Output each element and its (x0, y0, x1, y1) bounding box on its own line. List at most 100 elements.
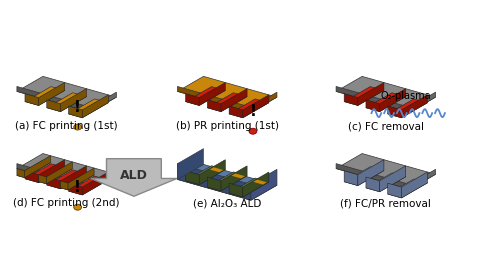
Polygon shape (243, 95, 269, 118)
Polygon shape (229, 178, 269, 197)
Polygon shape (186, 166, 226, 185)
Text: (b) PR printing (1st): (b) PR printing (1st) (176, 121, 279, 131)
Polygon shape (90, 169, 117, 189)
Polygon shape (388, 99, 428, 118)
Polygon shape (178, 76, 277, 112)
Polygon shape (402, 172, 427, 198)
Polygon shape (380, 166, 406, 192)
Text: (f) FC/PR removal: (f) FC/PR removal (340, 198, 432, 208)
Polygon shape (47, 177, 60, 189)
Polygon shape (68, 99, 108, 118)
Text: !: ! (74, 100, 81, 115)
Polygon shape (366, 173, 406, 192)
Polygon shape (178, 164, 251, 200)
Polygon shape (17, 154, 116, 189)
Polygon shape (38, 83, 64, 106)
Polygon shape (38, 175, 46, 184)
Polygon shape (24, 156, 50, 178)
Polygon shape (229, 99, 269, 118)
Polygon shape (229, 106, 243, 118)
Polygon shape (229, 183, 243, 197)
Polygon shape (388, 179, 428, 198)
Text: ALD: ALD (120, 169, 148, 182)
Polygon shape (47, 170, 86, 189)
Polygon shape (366, 93, 406, 112)
Polygon shape (186, 94, 200, 106)
Polygon shape (366, 177, 380, 192)
Polygon shape (17, 76, 116, 112)
Polygon shape (60, 173, 94, 190)
Polygon shape (90, 92, 117, 112)
Polygon shape (46, 162, 72, 184)
Polygon shape (388, 183, 402, 198)
Polygon shape (336, 86, 409, 112)
Polygon shape (47, 100, 60, 112)
Polygon shape (68, 168, 94, 190)
Polygon shape (344, 94, 358, 106)
Polygon shape (25, 94, 38, 106)
Polygon shape (232, 173, 245, 179)
Polygon shape (251, 169, 277, 200)
Polygon shape (200, 160, 226, 185)
Polygon shape (358, 83, 384, 106)
Polygon shape (210, 167, 223, 172)
Polygon shape (60, 89, 86, 112)
Polygon shape (60, 181, 68, 190)
Polygon shape (17, 164, 90, 189)
Polygon shape (200, 83, 226, 106)
Polygon shape (221, 166, 247, 191)
Text: !: ! (250, 104, 256, 119)
Polygon shape (336, 164, 409, 189)
Text: (d) FC printing (2nd): (d) FC printing (2nd) (14, 198, 120, 208)
Polygon shape (402, 95, 427, 118)
Text: (c) FC removal: (c) FC removal (348, 121, 424, 131)
Polygon shape (38, 160, 64, 183)
Text: O₂-plasma: O₂-plasma (381, 91, 432, 101)
Polygon shape (186, 171, 200, 185)
Polygon shape (178, 86, 251, 112)
Polygon shape (251, 92, 277, 112)
Polygon shape (254, 180, 267, 184)
Text: (e) Al₂O₃ ALD: (e) Al₂O₃ ALD (193, 198, 262, 208)
Polygon shape (380, 89, 406, 112)
Polygon shape (336, 76, 436, 112)
Polygon shape (82, 95, 108, 118)
Polygon shape (68, 176, 108, 195)
Polygon shape (344, 167, 384, 186)
Polygon shape (178, 149, 204, 180)
Polygon shape (47, 93, 86, 112)
Polygon shape (68, 183, 82, 195)
Polygon shape (344, 171, 358, 186)
Polygon shape (60, 166, 86, 189)
Polygon shape (38, 167, 72, 184)
Polygon shape (243, 172, 269, 197)
Polygon shape (358, 160, 384, 186)
Polygon shape (208, 100, 221, 112)
Polygon shape (208, 172, 247, 191)
Polygon shape (25, 164, 64, 183)
Polygon shape (208, 177, 221, 191)
Polygon shape (178, 164, 277, 200)
Polygon shape (17, 168, 24, 178)
Polygon shape (410, 92, 436, 112)
Polygon shape (17, 160, 50, 178)
Polygon shape (25, 87, 64, 106)
Text: !: ! (74, 180, 81, 195)
Polygon shape (91, 159, 177, 196)
Polygon shape (17, 86, 90, 112)
Polygon shape (366, 100, 380, 112)
Text: (a) FC printing (1st): (a) FC printing (1st) (16, 121, 118, 131)
Polygon shape (186, 87, 226, 106)
Polygon shape (208, 93, 247, 112)
Polygon shape (344, 87, 384, 106)
Polygon shape (25, 171, 38, 183)
Polygon shape (410, 169, 436, 189)
Polygon shape (221, 89, 247, 112)
Ellipse shape (74, 204, 82, 210)
Polygon shape (68, 106, 82, 118)
Polygon shape (388, 106, 402, 118)
Ellipse shape (74, 124, 82, 130)
Ellipse shape (249, 128, 257, 134)
Polygon shape (82, 172, 108, 195)
Polygon shape (336, 154, 436, 189)
